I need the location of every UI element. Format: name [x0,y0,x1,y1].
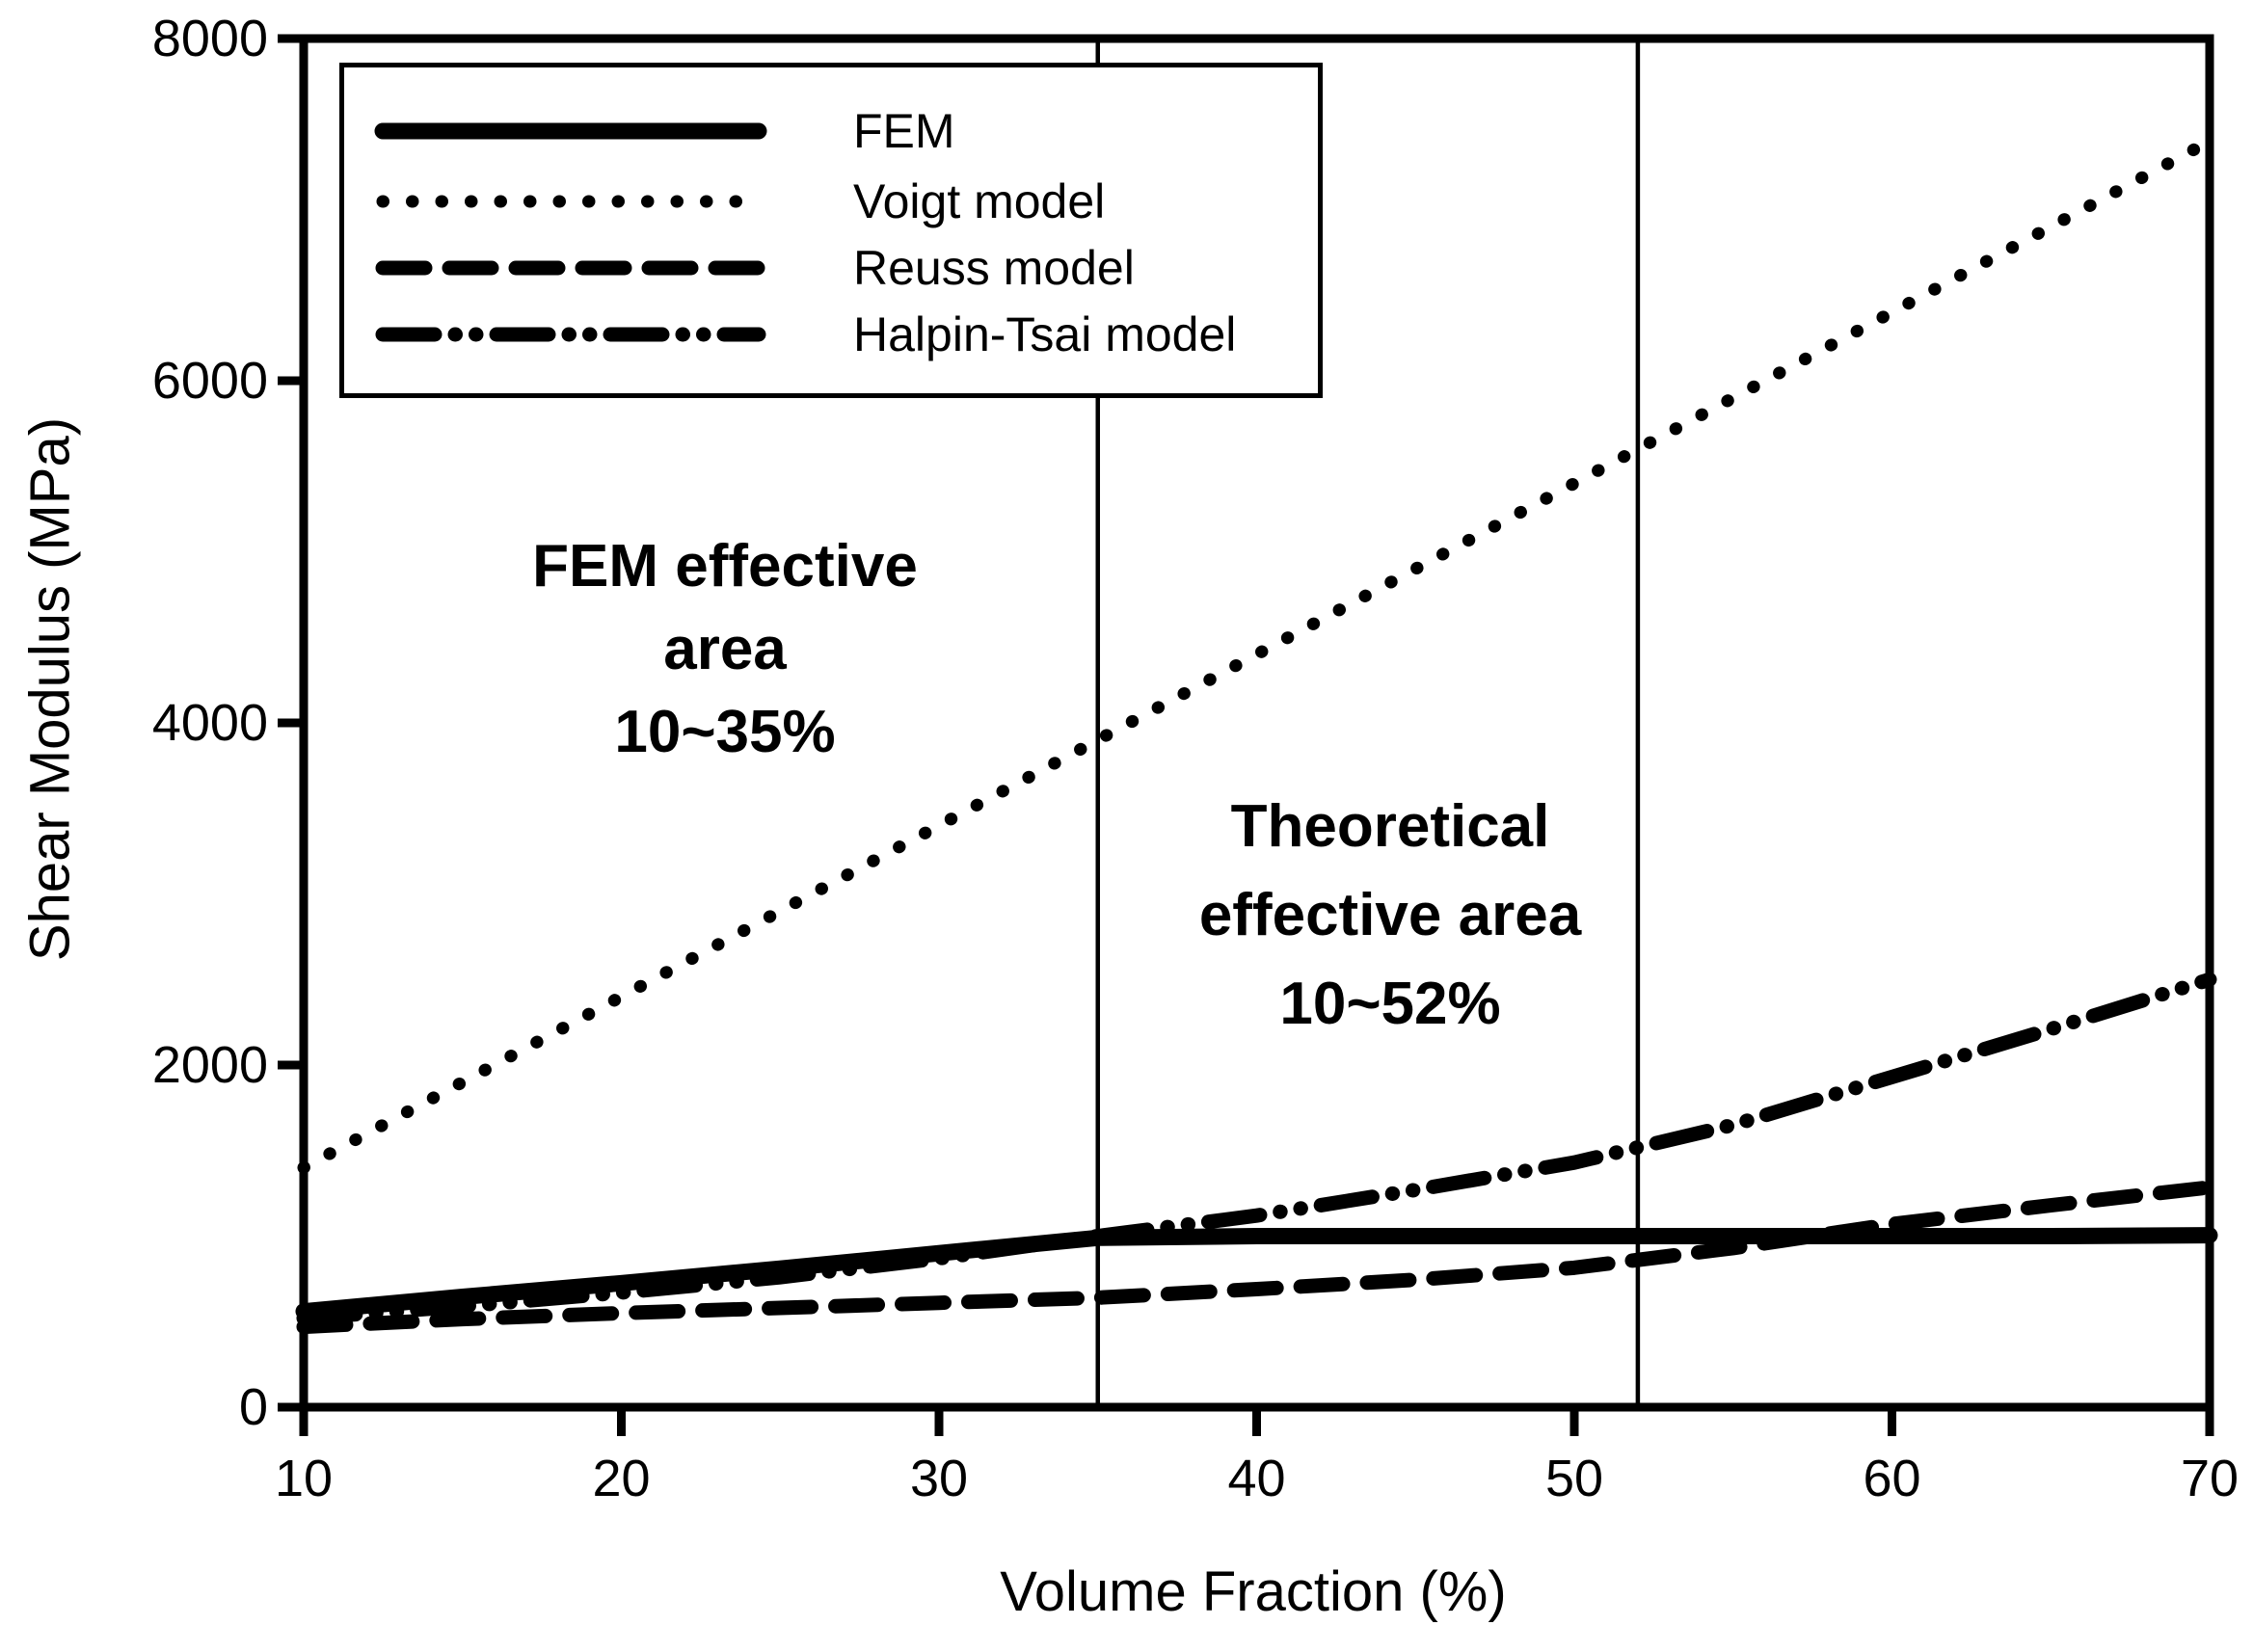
legend-item-voigt: Voigt model [344,167,1318,236]
legend-sample-line-dash-dot-dot [375,327,766,342]
legend-label: Reuss model [853,241,1135,295]
legend-box: FEM Voigt model Reuss model Halpin-Tsai … [339,63,1323,398]
legend-sample-line-dotted [376,195,765,208]
annotation-fem-effective-area: FEM effective area 10~35% [532,525,918,774]
annotation-line: 10~52% [1279,971,1501,1037]
legend-item-reuss: Reuss model [344,233,1318,303]
legend-item-fem: FEM [344,96,1318,166]
legend-label: FEM [853,104,955,158]
curve-halpin-tsai-model [296,972,2217,1326]
annotation-line: FEM effective [532,533,918,600]
legend-sample-line-solid [374,122,767,140]
annotation-line: effective area [1198,882,1582,948]
legend-label: Halpin-Tsai model [853,307,1237,361]
annotation-line: 10~35% [614,699,836,765]
legend-item-halpin-tsai: Halpin-Tsai model [344,300,1318,369]
curve-voigt-model [297,135,2216,1174]
annotation-line: area [663,616,787,682]
x-axis-title: Volume Fraction (%) [1000,1560,1507,1623]
curve-reuss-model [296,1180,2217,1335]
legend-sample-line-dashed [375,260,766,276]
curve-fem [295,1227,2218,1320]
legend-label: Voigt model [853,174,1106,228]
annotation-theoretical-effective-area: Theoretical effective area 10~52% [1199,783,1581,1049]
annotation-line: Theoretical [1230,793,1550,860]
y-axis-title: Shear Modulus (MPa) [18,416,82,962]
